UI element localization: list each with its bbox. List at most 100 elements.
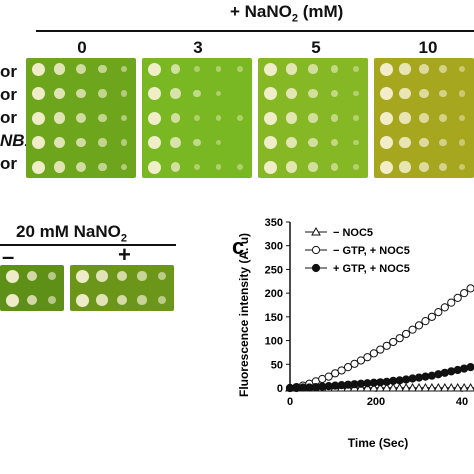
data-point (440, 303, 449, 312)
yeast-spot (399, 63, 411, 75)
yeast-spot (458, 163, 466, 171)
yeast-spot (353, 115, 359, 121)
yeast-spot (48, 296, 56, 304)
x-tick-label: 0 (287, 396, 293, 408)
yeast-spot (5, 293, 19, 307)
data-point (447, 298, 456, 307)
plate-3mm (142, 58, 252, 178)
yeast-spot (215, 90, 222, 97)
yeast-spot (439, 89, 447, 98)
yeast-spot (31, 111, 45, 125)
yeast-spot (170, 113, 181, 123)
yeast-spot (353, 164, 359, 170)
nano2-header-prefix: + NaNO (230, 2, 292, 21)
yeast-spot (96, 270, 108, 282)
plate-5mm (258, 58, 368, 178)
yeast-spot (76, 88, 86, 99)
plus-label: + (118, 242, 131, 267)
yeast-spot (439, 65, 447, 73)
yeast-spot (120, 90, 128, 97)
data-point (382, 341, 391, 350)
yeast-spot (379, 87, 393, 100)
yeast-spot (285, 87, 298, 100)
x-tick-label: 200 (367, 396, 385, 408)
yeast-spot (98, 162, 107, 172)
data-point (402, 329, 411, 339)
yeast-spot (120, 139, 128, 146)
data-point (446, 382, 457, 392)
data-point (369, 349, 378, 358)
yeast-spot (285, 63, 298, 75)
data-point (421, 317, 430, 326)
data-point (324, 372, 333, 381)
yeast-spot (158, 272, 166, 280)
legend-marker (311, 263, 321, 273)
data-point (459, 382, 470, 392)
yeast-spot (458, 65, 466, 73)
data-point (439, 382, 450, 392)
data-point (356, 356, 366, 365)
y-tick-label: 350 (265, 217, 283, 229)
yeast-spot (147, 87, 161, 100)
data-point (420, 382, 431, 392)
plate-10mm (374, 58, 474, 178)
yeast-spot (419, 64, 429, 74)
yeast-spot (263, 111, 277, 125)
yeast-spot (98, 89, 107, 98)
yeast-spot (193, 89, 201, 98)
yeast-spot (215, 164, 222, 170)
yeast-spot (458, 114, 466, 122)
yeast-spot (170, 64, 181, 74)
data-point (460, 289, 469, 298)
yeast-spot (26, 270, 38, 282)
yeast-spot (458, 139, 466, 146)
yeast-spot (308, 113, 318, 123)
yeast-spot (215, 66, 222, 72)
data-point (407, 382, 418, 392)
y-tick-label: 150 (265, 312, 283, 324)
yeast-spot (308, 64, 318, 74)
yeast-spot (330, 65, 339, 73)
yeast-spot (263, 160, 277, 174)
yeast-spot (31, 62, 45, 76)
yeast-spot (458, 90, 466, 97)
yeast-spot (379, 62, 393, 76)
yeast-spot (75, 293, 89, 307)
data-point (401, 382, 411, 392)
data-point (337, 366, 346, 375)
yeast-spot (53, 112, 66, 124)
conc-label-3: 3 (193, 38, 203, 57)
strain-label-5: or (0, 154, 17, 173)
yeast-spot (98, 113, 107, 123)
yeast-spot (147, 111, 161, 125)
data-point (381, 382, 392, 392)
yeast-spot (76, 113, 86, 123)
yeast-spot (53, 87, 66, 100)
bottom-divider (0, 244, 176, 246)
y-tick-label: 250 (265, 264, 283, 276)
yeast-spot (330, 163, 339, 171)
yeast-spot (330, 114, 339, 122)
x-tick-label: 40 (456, 396, 468, 408)
yeast-spot (53, 63, 66, 75)
data-point (414, 321, 424, 330)
yeast-spot (158, 296, 166, 304)
yeast-spot (31, 87, 45, 100)
panel-letter-c: c (232, 234, 244, 259)
y-tick-label: 100 (265, 336, 283, 348)
yeast-spot (237, 66, 243, 72)
yeast-spot (194, 66, 200, 72)
data-point (388, 382, 399, 392)
yeast-spot (48, 272, 56, 280)
data-point (394, 382, 405, 392)
yeast-spot (147, 136, 161, 149)
yeast-spot (75, 269, 89, 283)
yeast-spot (330, 89, 339, 98)
yeast-spot (31, 160, 45, 174)
data-point (389, 337, 398, 347)
yeast-spot (98, 64, 107, 74)
yeast-spot (308, 162, 318, 172)
conc-label-0: 0 (77, 38, 87, 57)
yeast-spot (419, 162, 429, 172)
nano2-20mm-prefix: 20 mM NaNO (16, 222, 121, 241)
